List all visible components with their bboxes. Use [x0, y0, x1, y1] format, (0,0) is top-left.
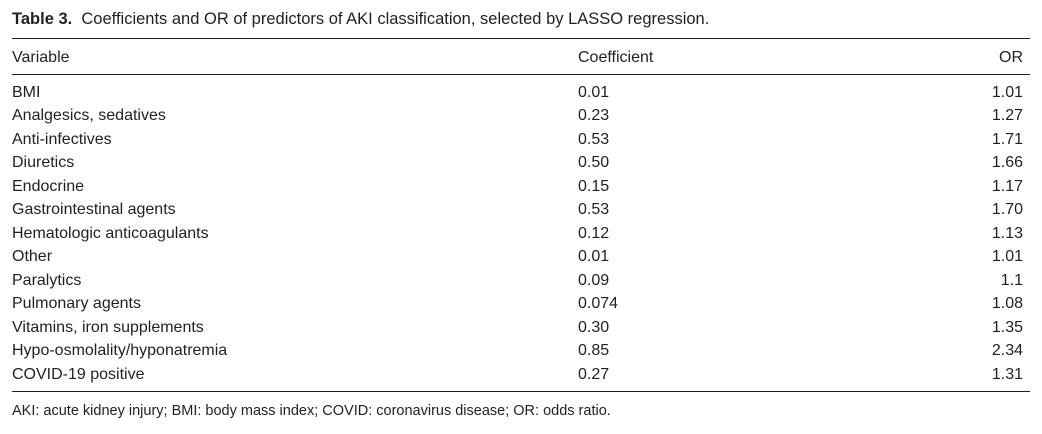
header-coefficient: Coefficient — [578, 48, 654, 66]
coefficient-cell: 0.50 — [578, 154, 610, 172]
variable-cell: Anti-infectives — [12, 130, 112, 148]
table-row: Hypo-osmolality/hyponatremia 0.85 2.34 — [12, 340, 1030, 364]
variable-cell: Paralytics — [12, 271, 82, 289]
or-cell: 1.08 — [991, 295, 1023, 313]
header-or: OR — [999, 48, 1023, 66]
coefficient-cell: 0.12 — [578, 224, 610, 242]
variable-cell: Gastrointestinal agents — [12, 201, 176, 219]
table-title: Coefficients and OR of predictors of AKI… — [81, 10, 710, 28]
table-caption: Table 3. Coefficients and OR of predicto… — [12, 8, 709, 30]
coefficient-cell: 0.15 — [578, 177, 610, 195]
or-cell: 1.71 — [991, 130, 1023, 148]
or-cell: 1.66 — [991, 154, 1023, 172]
header-rule — [12, 74, 1030, 75]
coefficient-cell: 0.27 — [578, 365, 610, 383]
table-row: COVID-19 positive 0.27 1.31 — [12, 363, 1030, 387]
coefficient-cell: 0.53 — [578, 130, 610, 148]
coefficient-cell: 0.53 — [578, 201, 610, 219]
header-row: Variable Coefficient OR — [12, 44, 1030, 71]
variable-cell: Endocrine — [12, 177, 85, 195]
table-footnote: AKI: acute kidney injury; BMI: body mass… — [12, 403, 611, 419]
table-number: Table 3. — [12, 10, 73, 28]
table-row: Anti-infectives 0.53 1.71 — [12, 128, 1030, 152]
variable-cell: Pulmonary agents — [12, 295, 141, 313]
variable-cell: Hypo-osmolality/hyponatremia — [12, 342, 228, 360]
table-row: Endocrine 0.15 1.17 — [12, 175, 1030, 199]
coefficient-cell: 0.23 — [578, 107, 610, 125]
table-row: Paralytics 0.09 1.1 — [12, 269, 1030, 293]
coefficient-cell: 0.01 — [578, 248, 610, 266]
top-rule — [12, 38, 1030, 39]
table-row: Vitamins, iron supplements 0.30 1.35 — [12, 316, 1030, 340]
or-cell: 1.31 — [991, 365, 1023, 383]
or-cell: 1.35 — [991, 318, 1023, 336]
variable-cell: COVID-19 positive — [12, 365, 145, 383]
or-cell: 1.1 — [1000, 271, 1023, 289]
variable-cell: Other — [12, 248, 53, 266]
variable-cell: Hematologic anticoagulants — [12, 224, 209, 242]
table-row: Diuretics 0.50 1.66 — [12, 152, 1030, 176]
table-body: BMI 0.01 1.01 Analgesics, sedatives 0.23 1.27… — [12, 71, 1030, 387]
or-cell: 1.13 — [991, 224, 1023, 242]
table-row: Gastrointestinal agents 0.53 1.70 — [12, 199, 1030, 223]
table-row: BMI 0.01 1.01 — [12, 71, 1030, 105]
variable-cell: Diuretics — [12, 154, 75, 172]
or-cell: 1.17 — [991, 177, 1023, 195]
or-cell: 1.27 — [991, 107, 1023, 125]
table-row: Pulmonary agents 0.074 1.08 — [12, 293, 1030, 317]
coefficient-cell: 0.074 — [578, 295, 619, 313]
or-cell: 2.34 — [991, 342, 1023, 360]
or-cell: 1.01 — [991, 248, 1023, 266]
variable-cell: Analgesics, sedatives — [12, 107, 166, 125]
table-row: Hematologic anticoagulants 0.12 1.13 — [12, 222, 1030, 246]
coefficient-cell: 0.30 — [578, 318, 610, 336]
bottom-rule — [12, 391, 1030, 392]
table-row: Other 0.01 1.01 — [12, 246, 1030, 270]
coefficient-cell: 0.09 — [578, 271, 610, 289]
data-table: Variable Coefficient OR BMI 0.01 1.01 Analg… — [12, 44, 1030, 387]
coefficient-cell: 0.85 — [578, 342, 610, 360]
or-cell: 1.70 — [991, 201, 1023, 219]
variable-cell: Vitamins, iron supplements — [12, 318, 204, 336]
or-cell: 1.01 — [991, 83, 1023, 101]
variable-cell: BMI — [12, 83, 41, 101]
coefficient-cell: 0.01 — [578, 83, 610, 101]
header-variable: Variable — [12, 48, 70, 66]
table-row: Analgesics, sedatives 0.23 1.27 — [12, 105, 1030, 129]
